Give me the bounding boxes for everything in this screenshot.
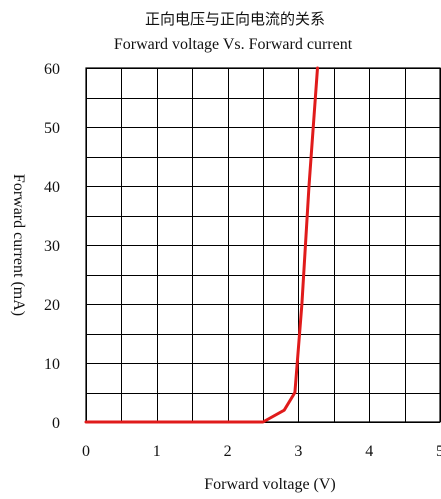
series-layer xyxy=(84,66,319,424)
x-tick-labels: 0 1 2 3 4 5 xyxy=(82,443,441,460)
y-tick-label: 20 xyxy=(44,297,60,314)
y-tick-label: 40 xyxy=(44,179,60,196)
y-tick-labels: 0 10 20 30 40 50 60 xyxy=(44,61,60,432)
x-axis-label: Forward voltage (V) xyxy=(204,476,336,493)
series-line xyxy=(84,66,319,424)
y-axis-label: Forward current (mA) xyxy=(10,174,27,316)
x-tick-label: 1 xyxy=(153,443,161,460)
y-tick-label: 60 xyxy=(44,61,60,78)
chart-subtitle: Forward voltage Vs. Forward current xyxy=(114,36,353,53)
y-tick-label: 10 xyxy=(44,356,60,373)
y-tick-label: 30 xyxy=(44,238,60,255)
grid xyxy=(86,68,441,423)
y-tick-label: 50 xyxy=(44,120,60,137)
x-tick-label: 2 xyxy=(224,443,232,460)
chart-title: 正向电压与正向电流的关系 xyxy=(145,10,325,28)
x-tick-label: 5 xyxy=(436,443,441,460)
x-tick-label: 4 xyxy=(365,443,373,460)
x-tick-label: 0 xyxy=(82,443,90,460)
y-tick-label: 0 xyxy=(52,415,60,432)
x-tick-label: 3 xyxy=(294,443,302,460)
